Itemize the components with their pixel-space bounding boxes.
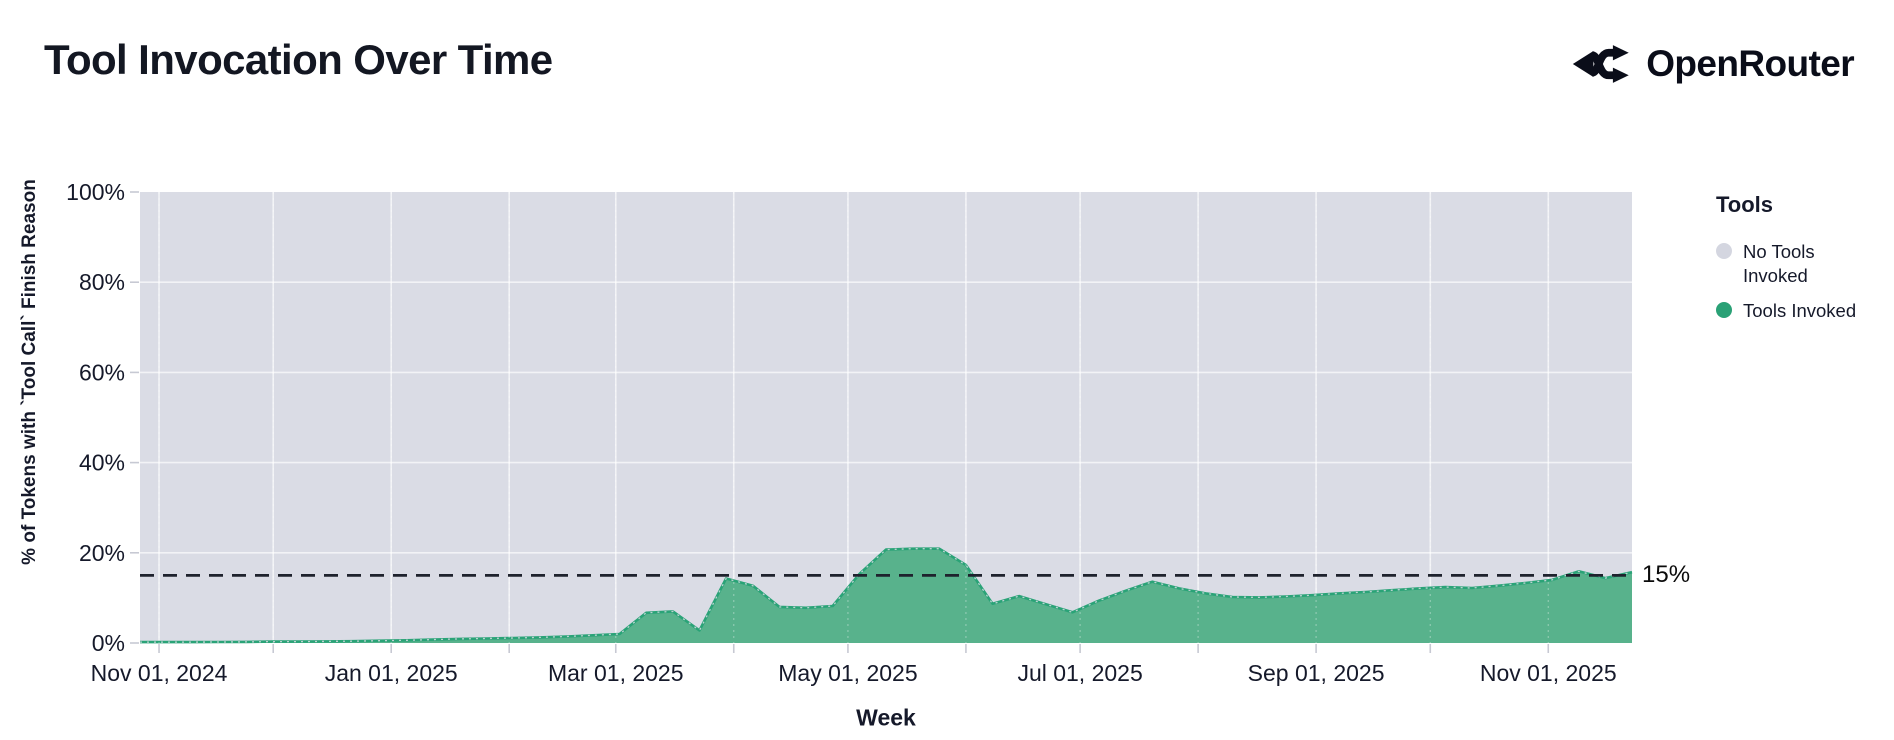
svg-text:Jul 01, 2025: Jul 01, 2025: [1017, 660, 1142, 686]
ref-line-label: 15%: [1642, 561, 1691, 589]
legend-item-tools-invoked[interactable]: Tools Invoked: [1716, 299, 1886, 323]
tools-invoked-swatch-icon: [1716, 302, 1732, 319]
legend-label: No Tools Invoked: [1743, 241, 1815, 287]
svg-text:80%: 80%: [79, 269, 125, 295]
svg-text:Nov 01, 2024: Nov 01, 2024: [91, 660, 228, 686]
gridlines: [140, 192, 1632, 643]
legend-label: Tools Invoked: [1743, 300, 1857, 322]
svg-text:40%: 40%: [79, 450, 125, 476]
axis-ticks: [130, 191, 1550, 653]
svg-text:20%: 20%: [79, 540, 125, 566]
openrouter-brand: OpenRouter: [1572, 38, 1855, 90]
svg-text:0%: 0%: [92, 630, 125, 656]
x-axis-tick-labels: Nov 01, 2024 Jan 01, 2025 Mar 01, 2025 May …: [91, 660, 1617, 686]
svg-text:Nov 01, 2025: Nov 01, 2025: [1480, 660, 1617, 686]
page-title: Tool Invocation Over Time: [44, 36, 553, 83]
chart-legend: Tools No Tools Invoked Tools Invoked: [1716, 192, 1886, 334]
openrouter-logo-icon: [1573, 45, 1629, 83]
legend-item-no-tools-invoked[interactable]: No Tools Invoked: [1716, 240, 1886, 288]
svg-text:60%: 60%: [79, 359, 125, 385]
x-axis-title: Week: [856, 704, 916, 731]
tools-invoked-line: [140, 547, 1633, 644]
no-tools-invoked-swatch-icon: [1716, 243, 1732, 259]
svg-text:Mar 01, 2025: Mar 01, 2025: [548, 660, 684, 686]
svg-text:May 01, 2025: May 01, 2025: [778, 660, 917, 686]
svg-text:Jan 01, 2025: Jan 01, 2025: [325, 660, 458, 686]
y-axis-tick-labels: 0% 20% 40% 60% 80% 100%: [66, 179, 125, 656]
svg-text:Sep 01, 2025: Sep 01, 2025: [1248, 660, 1385, 686]
brand-name: OpenRouter: [1646, 43, 1854, 84]
legend-title: Tools: [1716, 192, 1774, 217]
tools-invoked-area: [140, 548, 1632, 643]
svg-text:100%: 100%: [66, 179, 125, 205]
y-axis-title: % of Tokens with `Tool Call` Finish Reas…: [19, 179, 40, 565]
